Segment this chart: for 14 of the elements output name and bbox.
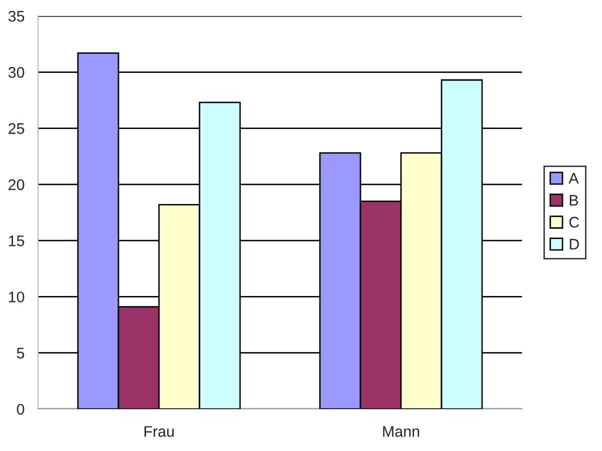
y-tick-label: 20	[8, 179, 24, 190]
y-tick-label: 15	[8, 236, 24, 246]
y-tick-label: 5	[16, 348, 24, 359]
y-tick-label: 10	[8, 292, 24, 302]
legend-label: B	[570, 195, 578, 206]
y-tick-label: 35	[8, 10, 24, 22]
legend-label: A	[568, 173, 579, 184]
x-tick-label: Mann	[383, 426, 420, 437]
y-tick-label: 0	[16, 404, 24, 415]
legend-label: C	[569, 216, 580, 228]
legend-label: D	[570, 238, 579, 250]
y-tick-label: 25	[8, 123, 24, 134]
x-tick-label: Frau	[144, 426, 174, 437]
y-tick-label: 30	[8, 67, 24, 78]
